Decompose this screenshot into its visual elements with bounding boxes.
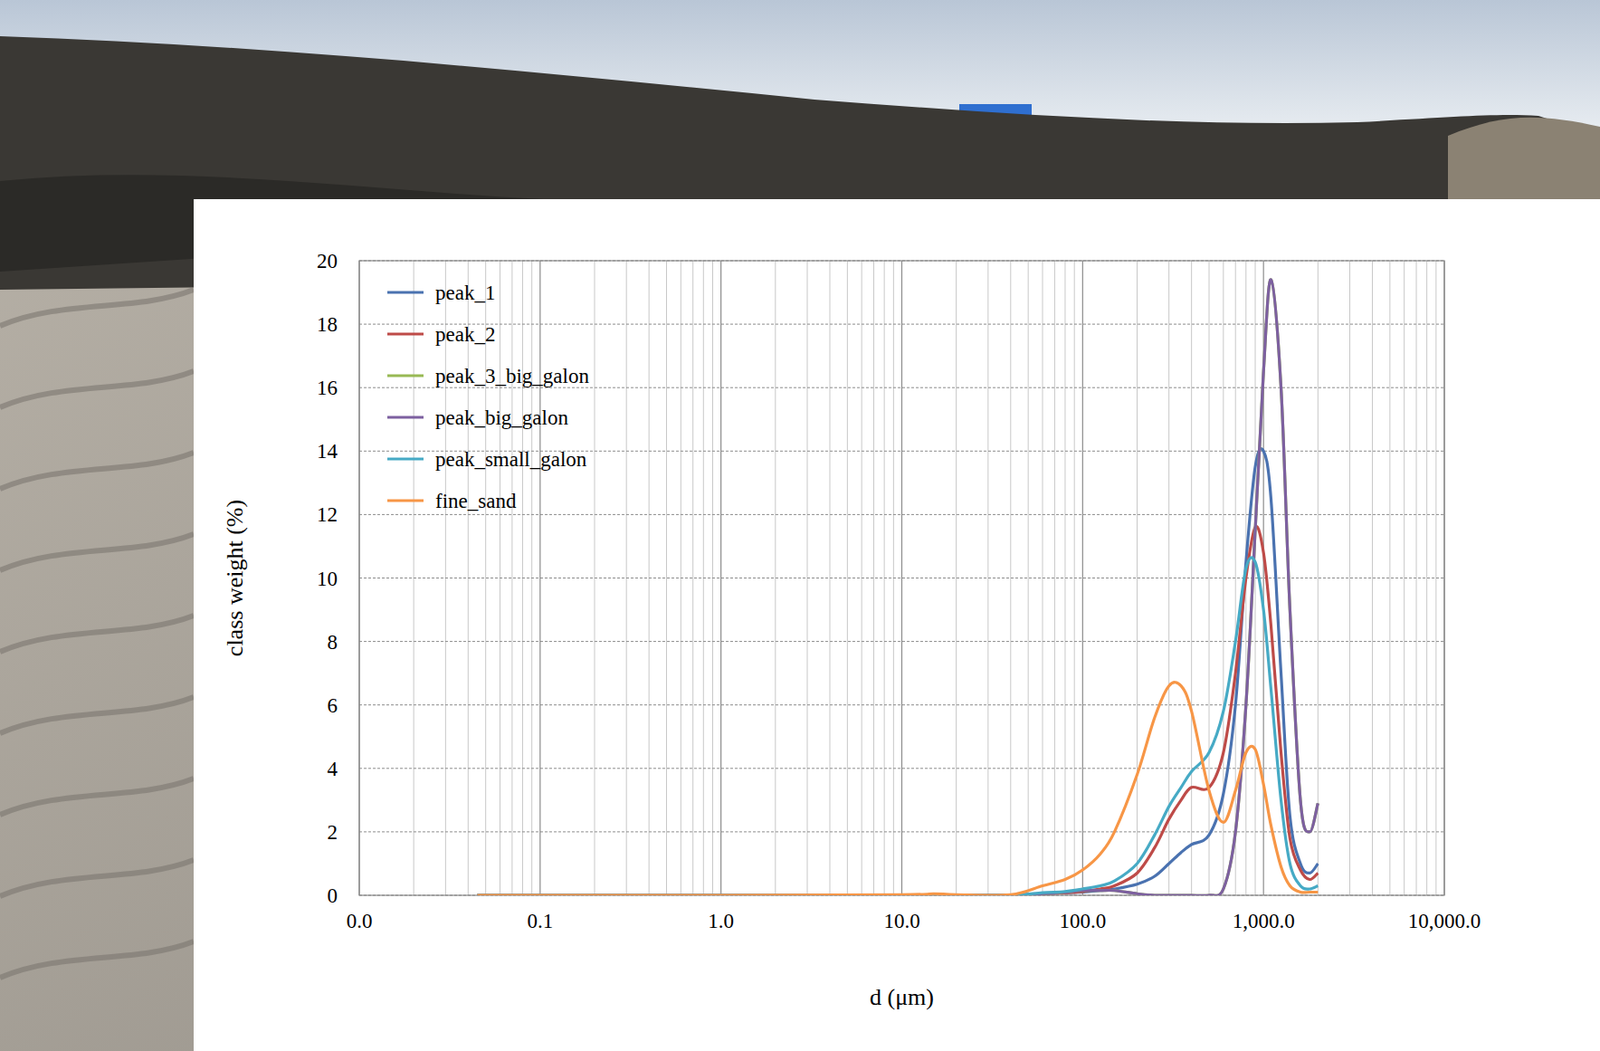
minor-grid-line bbox=[1389, 260, 1391, 896]
minor-grid-line bbox=[873, 260, 875, 896]
minor-grid-line bbox=[511, 260, 513, 896]
x-grid-line bbox=[901, 260, 903, 896]
minor-grid-line bbox=[1426, 260, 1428, 896]
legend-swatch bbox=[387, 290, 424, 294]
x-axis-title: d (μm) bbox=[869, 983, 934, 1010]
minor-grid-line bbox=[1136, 260, 1138, 896]
minor-grid-line bbox=[1209, 260, 1210, 896]
x-grid-line bbox=[1082, 260, 1084, 896]
series-line bbox=[477, 448, 1319, 896]
x-tick-label: 10.0 bbox=[883, 909, 920, 933]
background-ripple bbox=[0, 615, 194, 652]
series-line bbox=[477, 279, 1319, 896]
series-line bbox=[477, 526, 1319, 896]
background-sand bbox=[0, 0, 1600, 1051]
legend-swatch bbox=[387, 498, 424, 502]
background-ripple bbox=[0, 533, 194, 571]
legend-label: peak_big_galon bbox=[435, 406, 569, 429]
y-tick-label: 12 bbox=[316, 503, 338, 526]
y-tick-label: 0 bbox=[327, 884, 339, 907]
y-tick-label: 20 bbox=[316, 249, 338, 273]
chart-root: 0 2 4 6 8 10 12 14 16 18 20 0.0 0.1 1.0 10.0 100.0 1,000… bbox=[0, 0, 1600, 1051]
minor-grid-line bbox=[1371, 260, 1373, 896]
x-tick-label: 100.0 bbox=[1058, 909, 1106, 933]
legend-swatch bbox=[387, 332, 424, 335]
legend-label: peak_small_galon bbox=[435, 447, 588, 471]
y-tick-label: 2 bbox=[327, 820, 339, 844]
minor-grid-line bbox=[666, 260, 667, 896]
series-line bbox=[477, 557, 1319, 896]
background-ripple bbox=[0, 371, 194, 408]
x-tick-label: 0.0 bbox=[346, 909, 373, 933]
background-ripple bbox=[0, 696, 194, 734]
grid bbox=[359, 260, 1445, 896]
minor-grid-line bbox=[1054, 260, 1056, 896]
legend-swatch bbox=[387, 457, 424, 460]
legend-swatch bbox=[387, 415, 424, 419]
x-tick-label: 1.0 bbox=[707, 909, 734, 933]
x-grid-line bbox=[539, 260, 541, 896]
minor-grid-line bbox=[1349, 260, 1351, 896]
legend-label: peak_1 bbox=[435, 281, 496, 305]
x-grid-line bbox=[720, 260, 722, 896]
legend: peak_1 peak_2 peak_3_big_galon peak_big_gal… bbox=[387, 281, 590, 513]
background-ripple bbox=[0, 452, 194, 489]
y-tick-label: 16 bbox=[316, 376, 338, 400]
background-ripple bbox=[0, 859, 194, 896]
minor-grid-line bbox=[1317, 260, 1319, 896]
background-ripple bbox=[0, 289, 194, 326]
minor-grid-line bbox=[1190, 260, 1192, 896]
y-tick-label: 10 bbox=[316, 567, 338, 591]
x-tick-label: 1,000.0 bbox=[1232, 909, 1296, 933]
minor-grid-line bbox=[1028, 260, 1029, 896]
series-line bbox=[477, 682, 1319, 896]
y-tick-label: 18 bbox=[316, 313, 338, 336]
background-ripple bbox=[0, 941, 194, 978]
series-group bbox=[477, 279, 1319, 896]
minor-grid-line bbox=[692, 260, 694, 896]
x-tick-label: 10,000.0 bbox=[1408, 909, 1482, 933]
chart-panel bbox=[193, 199, 1600, 1051]
series-line bbox=[477, 279, 1319, 896]
y-axis-title: class weight (%) bbox=[221, 499, 248, 657]
legend-swatch bbox=[387, 373, 424, 377]
legend-label: fine_sand bbox=[435, 489, 517, 513]
legend-label: peak_2 bbox=[435, 323, 496, 346]
y-tick-label: 4 bbox=[327, 757, 339, 781]
legend-label: peak_3_big_galon bbox=[435, 364, 590, 388]
minor-grid-line bbox=[847, 260, 848, 896]
y-tick-label: 14 bbox=[316, 439, 339, 463]
y-tick-label: 6 bbox=[327, 694, 339, 717]
y-tick-label: 8 bbox=[327, 630, 339, 654]
background-ripple bbox=[0, 778, 194, 815]
plot-frame bbox=[359, 260, 1445, 896]
x-tick-label: 0.1 bbox=[526, 909, 553, 933]
